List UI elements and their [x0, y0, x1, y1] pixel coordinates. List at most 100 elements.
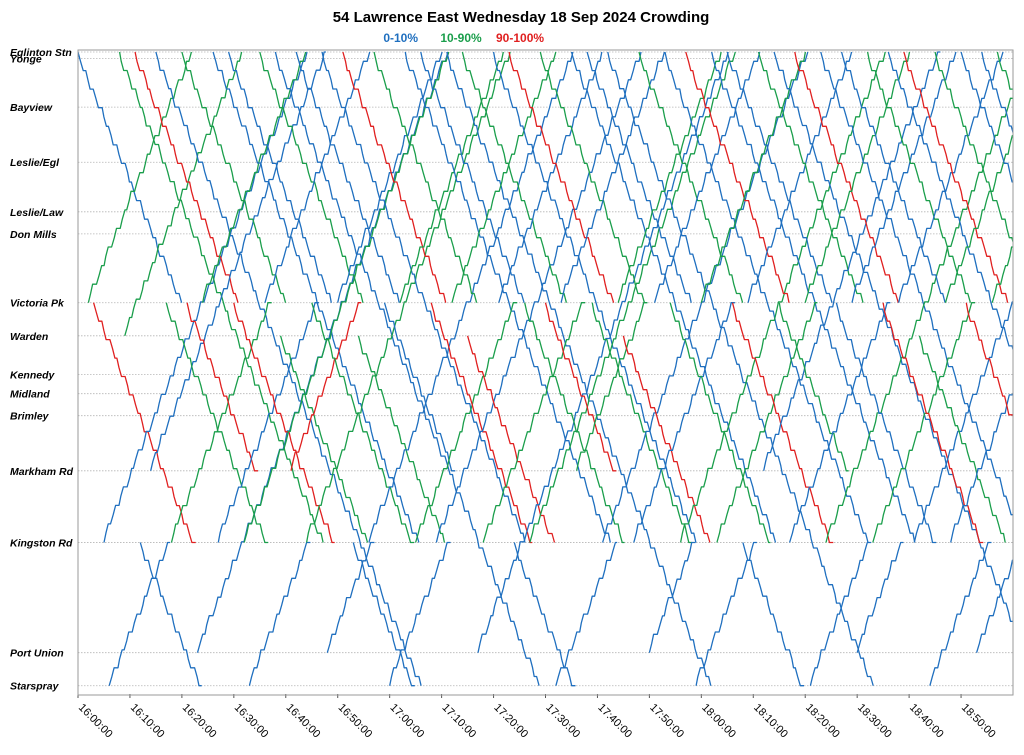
stop-label: Leslie/Law [10, 207, 64, 219]
trip-line [342, 51, 447, 303]
trip-line [773, 51, 1013, 623]
trip-line [181, 51, 287, 303]
stop-label: Markham Rd [10, 466, 74, 478]
trip-line [139, 542, 202, 687]
trip-line [685, 51, 790, 303]
trip-line [679, 51, 886, 543]
trip-line [482, 302, 586, 543]
trip-line [731, 302, 834, 544]
stop-label: Starspray [10, 681, 60, 693]
trip-line [835, 302, 937, 544]
trip-line [498, 51, 603, 303]
stop-label: Leslie/Egl [10, 157, 60, 169]
trip-line [529, 51, 736, 543]
trip-line [903, 51, 1009, 303]
trip-line [202, 51, 307, 303]
trip-line [633, 302, 735, 543]
trip-line [555, 541, 618, 686]
trip-line [92, 302, 196, 544]
trip-line [248, 541, 311, 686]
trip-line [305, 51, 511, 543]
plot-frame [77, 49, 1014, 696]
trip-line [430, 302, 533, 544]
trip-line [124, 51, 243, 336]
trip-line [461, 51, 568, 303]
trip-line [544, 302, 617, 472]
trip-line [539, 51, 646, 303]
trip-line [840, 51, 946, 303]
trip-line [451, 51, 557, 303]
trip-lines [78, 51, 1013, 687]
trip-line [726, 51, 833, 303]
trip-line [944, 134, 1013, 303]
trip-line [165, 302, 269, 544]
trip-line [960, 51, 1013, 183]
trip-line [321, 51, 526, 543]
trip-line [295, 51, 400, 303]
trip-line [466, 335, 556, 543]
trip-line [357, 335, 446, 543]
trip-line [648, 541, 696, 653]
trip-line [217, 302, 319, 543]
trip-line [477, 51, 729, 653]
trip-line [274, 51, 540, 686]
trip-line [259, 51, 364, 303]
trip-line [856, 541, 904, 653]
trip-line [389, 541, 451, 686]
trip-line [809, 541, 872, 686]
trip-line [446, 51, 712, 686]
trip-line [383, 302, 456, 472]
trip-line [170, 302, 272, 543]
stop-label: Midland [10, 389, 50, 401]
trip-line [524, 302, 625, 544]
trip-line [778, 302, 849, 472]
trip-line [570, 51, 777, 543]
trip-line [617, 51, 722, 303]
trip-line [414, 302, 518, 543]
stop-label: Don Mills [10, 229, 57, 241]
stop-label: Kingston Rd [10, 537, 73, 549]
stop-label: Kennedy [10, 369, 56, 381]
trip-line [700, 51, 807, 303]
trip-line [243, 51, 450, 543]
trip-line [227, 51, 332, 303]
trip-line [664, 51, 869, 543]
trip-line [435, 51, 642, 543]
trip-line [311, 302, 414, 544]
trip-line [872, 302, 975, 543]
trip-line [150, 51, 326, 471]
stop-label: Bayview [10, 102, 53, 114]
trip-line [576, 302, 648, 471]
trip-line [638, 51, 744, 303]
trip-line [264, 51, 371, 303]
trip-line [866, 51, 972, 303]
trip-line [653, 51, 761, 303]
trip-line [586, 51, 692, 303]
trip-line [78, 51, 183, 303]
trip-line [134, 51, 239, 303]
trip-line [913, 301, 1013, 543]
trip-line [747, 51, 853, 303]
trip-line [742, 542, 804, 687]
legend: 0-10% 10-90% 90-100% [383, 31, 544, 45]
trip-line [929, 541, 992, 686]
trip-line [788, 302, 891, 543]
trip-line [622, 335, 711, 543]
trip-line [326, 541, 375, 653]
trip-line [898, 51, 1004, 303]
trip-line [763, 51, 941, 471]
stop-label: Victoria Pk [10, 298, 65, 310]
stop-label: Brimley [10, 411, 50, 423]
trip-line [950, 390, 1013, 543]
trip-line [934, 51, 1013, 244]
trip-line [279, 335, 369, 543]
trip-line [825, 97, 1013, 543]
trip-line [404, 51, 611, 543]
trip-line [794, 51, 899, 303]
trip-line [607, 51, 874, 686]
trip-line [352, 542, 415, 687]
trip-line [508, 51, 615, 303]
trip-line [290, 302, 362, 471]
